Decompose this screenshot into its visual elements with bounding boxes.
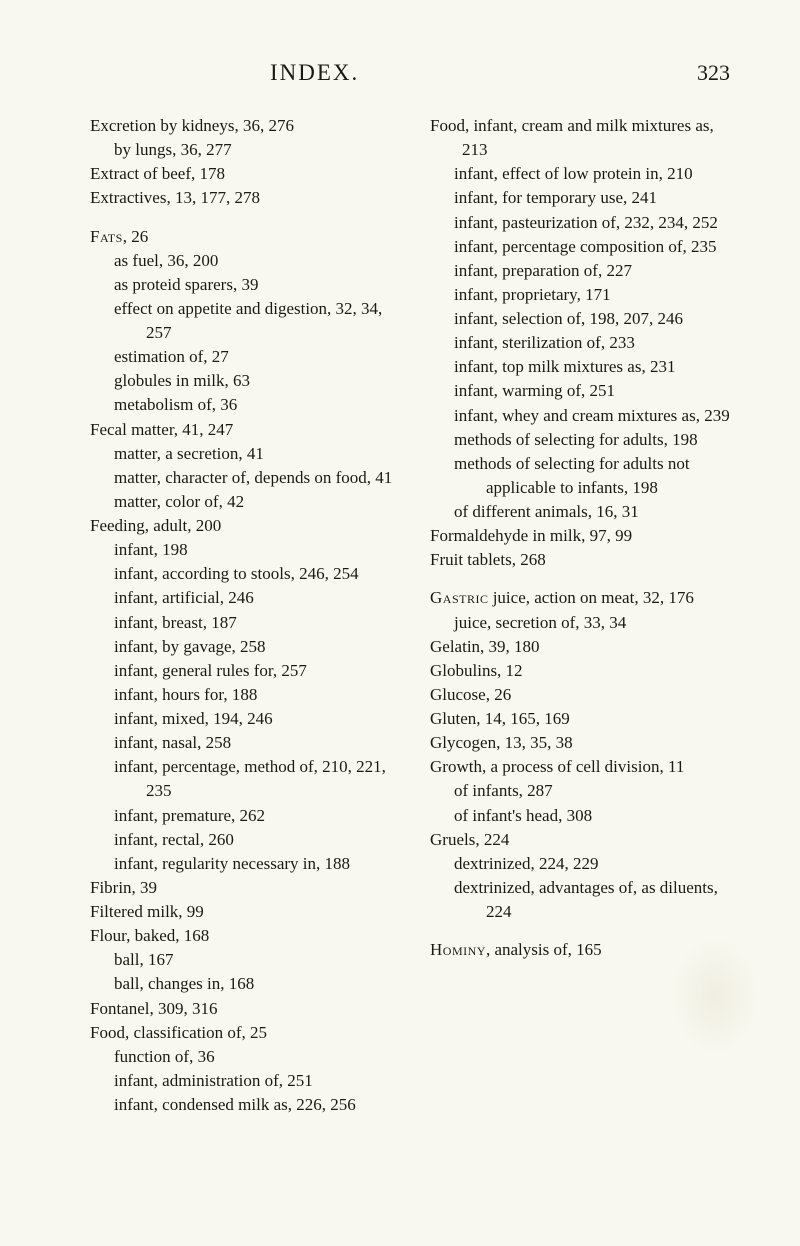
index-subentry: as fuel, 36, 200 bbox=[90, 249, 400, 273]
index-entry: Extractives, 13, 177, 278 bbox=[90, 186, 400, 210]
page-number: 323 bbox=[697, 60, 730, 86]
index-subentry: infant, administration of, 251 bbox=[90, 1069, 400, 1093]
index-subentry: methods of selecting for adults not appl… bbox=[430, 452, 740, 500]
index-subentry: infant, rectal, 260 bbox=[90, 828, 400, 852]
index-subentry: infant, warming of, 251 bbox=[430, 379, 740, 403]
index-subentry: infant, pasteurization of, 232, 234, 252 bbox=[430, 211, 740, 235]
index-subentry: function of, 36 bbox=[90, 1045, 400, 1069]
index-subentry: infant, 198 bbox=[90, 538, 400, 562]
index-gap bbox=[430, 572, 740, 586]
index-entry: Feeding, adult, 200 bbox=[90, 514, 400, 538]
header-title: INDEX. bbox=[270, 60, 359, 86]
index-entry: Flour, baked, 168 bbox=[90, 924, 400, 948]
index-subentry: metabolism of, 36 bbox=[90, 393, 400, 417]
index-entry: Gastric juice, action on meat, 32, 176 bbox=[430, 586, 740, 610]
index-subentry: infant, by gavage, 258 bbox=[90, 635, 400, 659]
index-subentry: matter, a secretion, 41 bbox=[90, 442, 400, 466]
index-subentry: infant, whey and cream mixtures as, 239 bbox=[430, 404, 740, 428]
index-subentry: infant, preparation of, 227 bbox=[430, 259, 740, 283]
index-entry: Gruels, 224 bbox=[430, 828, 740, 852]
index-subentry: dextrinized, 224, 229 bbox=[430, 852, 740, 876]
index-subentry: infant, according to stools, 246, 254 bbox=[90, 562, 400, 586]
index-column-left: Excretion by kidneys, 36, 276by lungs, 3… bbox=[90, 114, 400, 1117]
index-subentry: infant, top milk mixtures as, 231 bbox=[430, 355, 740, 379]
index-subentry: infant, percentage composition of, 235 bbox=[430, 235, 740, 259]
index-entry: Fats, 26 bbox=[90, 225, 400, 249]
index-entry: Growth, a process of cell division, 11 bbox=[430, 755, 740, 779]
index-column-right: Food, infant, cream and milk mixtures as… bbox=[430, 114, 740, 1117]
index-subentry: of different animals, 16, 31 bbox=[430, 500, 740, 524]
index-gap bbox=[90, 211, 400, 225]
index-entry: Fibrin, 39 bbox=[90, 876, 400, 900]
index-subentry: as proteid sparers, 39 bbox=[90, 273, 400, 297]
index-entry: Excretion by kidneys, 36, 276 bbox=[90, 114, 400, 138]
index-subentry: infant, premature, 262 bbox=[90, 804, 400, 828]
index-topic: Fats bbox=[90, 227, 123, 246]
index-subentry: infant, condensed milk as, 226, 256 bbox=[90, 1093, 400, 1117]
index-subentry: infant, mixed, 194, 246 bbox=[90, 707, 400, 731]
index-subentry: of infants, 287 bbox=[430, 779, 740, 803]
index-subentry: matter, character of, depends on food, 4… bbox=[90, 466, 400, 490]
index-gap bbox=[430, 924, 740, 938]
index-entry: Formaldehyde in milk, 97, 99 bbox=[430, 524, 740, 548]
index-subentry: infant, general rules for, 257 bbox=[90, 659, 400, 683]
index-subentry: infant, sterilization of, 233 bbox=[430, 331, 740, 355]
index-subentry: infant, breast, 187 bbox=[90, 611, 400, 635]
index-subentry: infant, effect of low protein in, 210 bbox=[430, 162, 740, 186]
index-entry: Gelatin, 39, 180 bbox=[430, 635, 740, 659]
index-entry: Filtered milk, 99 bbox=[90, 900, 400, 924]
index-subentry: infant, hours for, 188 bbox=[90, 683, 400, 707]
index-subentry: infant, proprietary, 171 bbox=[430, 283, 740, 307]
index-subentry: matter, color of, 42 bbox=[90, 490, 400, 514]
index-subentry: effect on appetite and digestion, 32, 34… bbox=[90, 297, 400, 345]
page-header: INDEX. 323 bbox=[90, 60, 740, 86]
index-subentry: globules in milk, 63 bbox=[90, 369, 400, 393]
index-subentry: dextrinized, advantages of, as diluents,… bbox=[430, 876, 740, 924]
index-subentry: infant, regularity necessary in, 188 bbox=[90, 852, 400, 876]
index-subentry: of infant's head, 308 bbox=[430, 804, 740, 828]
index-subentry: methods of selecting for adults, 198 bbox=[430, 428, 740, 452]
index-topic: Gastric bbox=[430, 588, 488, 607]
index-subentry: infant, selection of, 198, 207, 246 bbox=[430, 307, 740, 331]
index-entry: Glucose, 26 bbox=[430, 683, 740, 707]
index-subentry: ball, 167 bbox=[90, 948, 400, 972]
page: INDEX. 323 Excretion by kidneys, 36, 276… bbox=[0, 0, 800, 1246]
index-entry: Fecal matter, 41, 247 bbox=[90, 418, 400, 442]
index-subentry: infant, percentage, method of, 210, 221,… bbox=[90, 755, 400, 803]
index-entry: Gluten, 14, 165, 169 bbox=[430, 707, 740, 731]
index-subentry: ball, changes in, 168 bbox=[90, 972, 400, 996]
index-entry: Fruit tablets, 268 bbox=[430, 548, 740, 572]
index-topic: Hominy bbox=[430, 940, 486, 959]
index-subentry: juice, secretion of, 33, 34 bbox=[430, 611, 740, 635]
index-entry: Hominy, analysis of, 165 bbox=[430, 938, 740, 962]
index-entry: Fontanel, 309, 316 bbox=[90, 997, 400, 1021]
index-subentry: infant, for temporary use, 241 bbox=[430, 186, 740, 210]
index-subentry: by lungs, 36, 277 bbox=[90, 138, 400, 162]
index-subentry: infant, nasal, 258 bbox=[90, 731, 400, 755]
index-entry: Food, classification of, 25 bbox=[90, 1021, 400, 1045]
index-entry: Globulins, 12 bbox=[430, 659, 740, 683]
index-subentry: infant, artificial, 246 bbox=[90, 586, 400, 610]
index-columns: Excretion by kidneys, 36, 276by lungs, 3… bbox=[90, 114, 740, 1117]
index-entry: Food, infant, cream and milk mixtures as… bbox=[430, 114, 740, 162]
index-entry: Extract of beef, 178 bbox=[90, 162, 400, 186]
index-entry: Glycogen, 13, 35, 38 bbox=[430, 731, 740, 755]
index-subentry: estimation of, 27 bbox=[90, 345, 400, 369]
